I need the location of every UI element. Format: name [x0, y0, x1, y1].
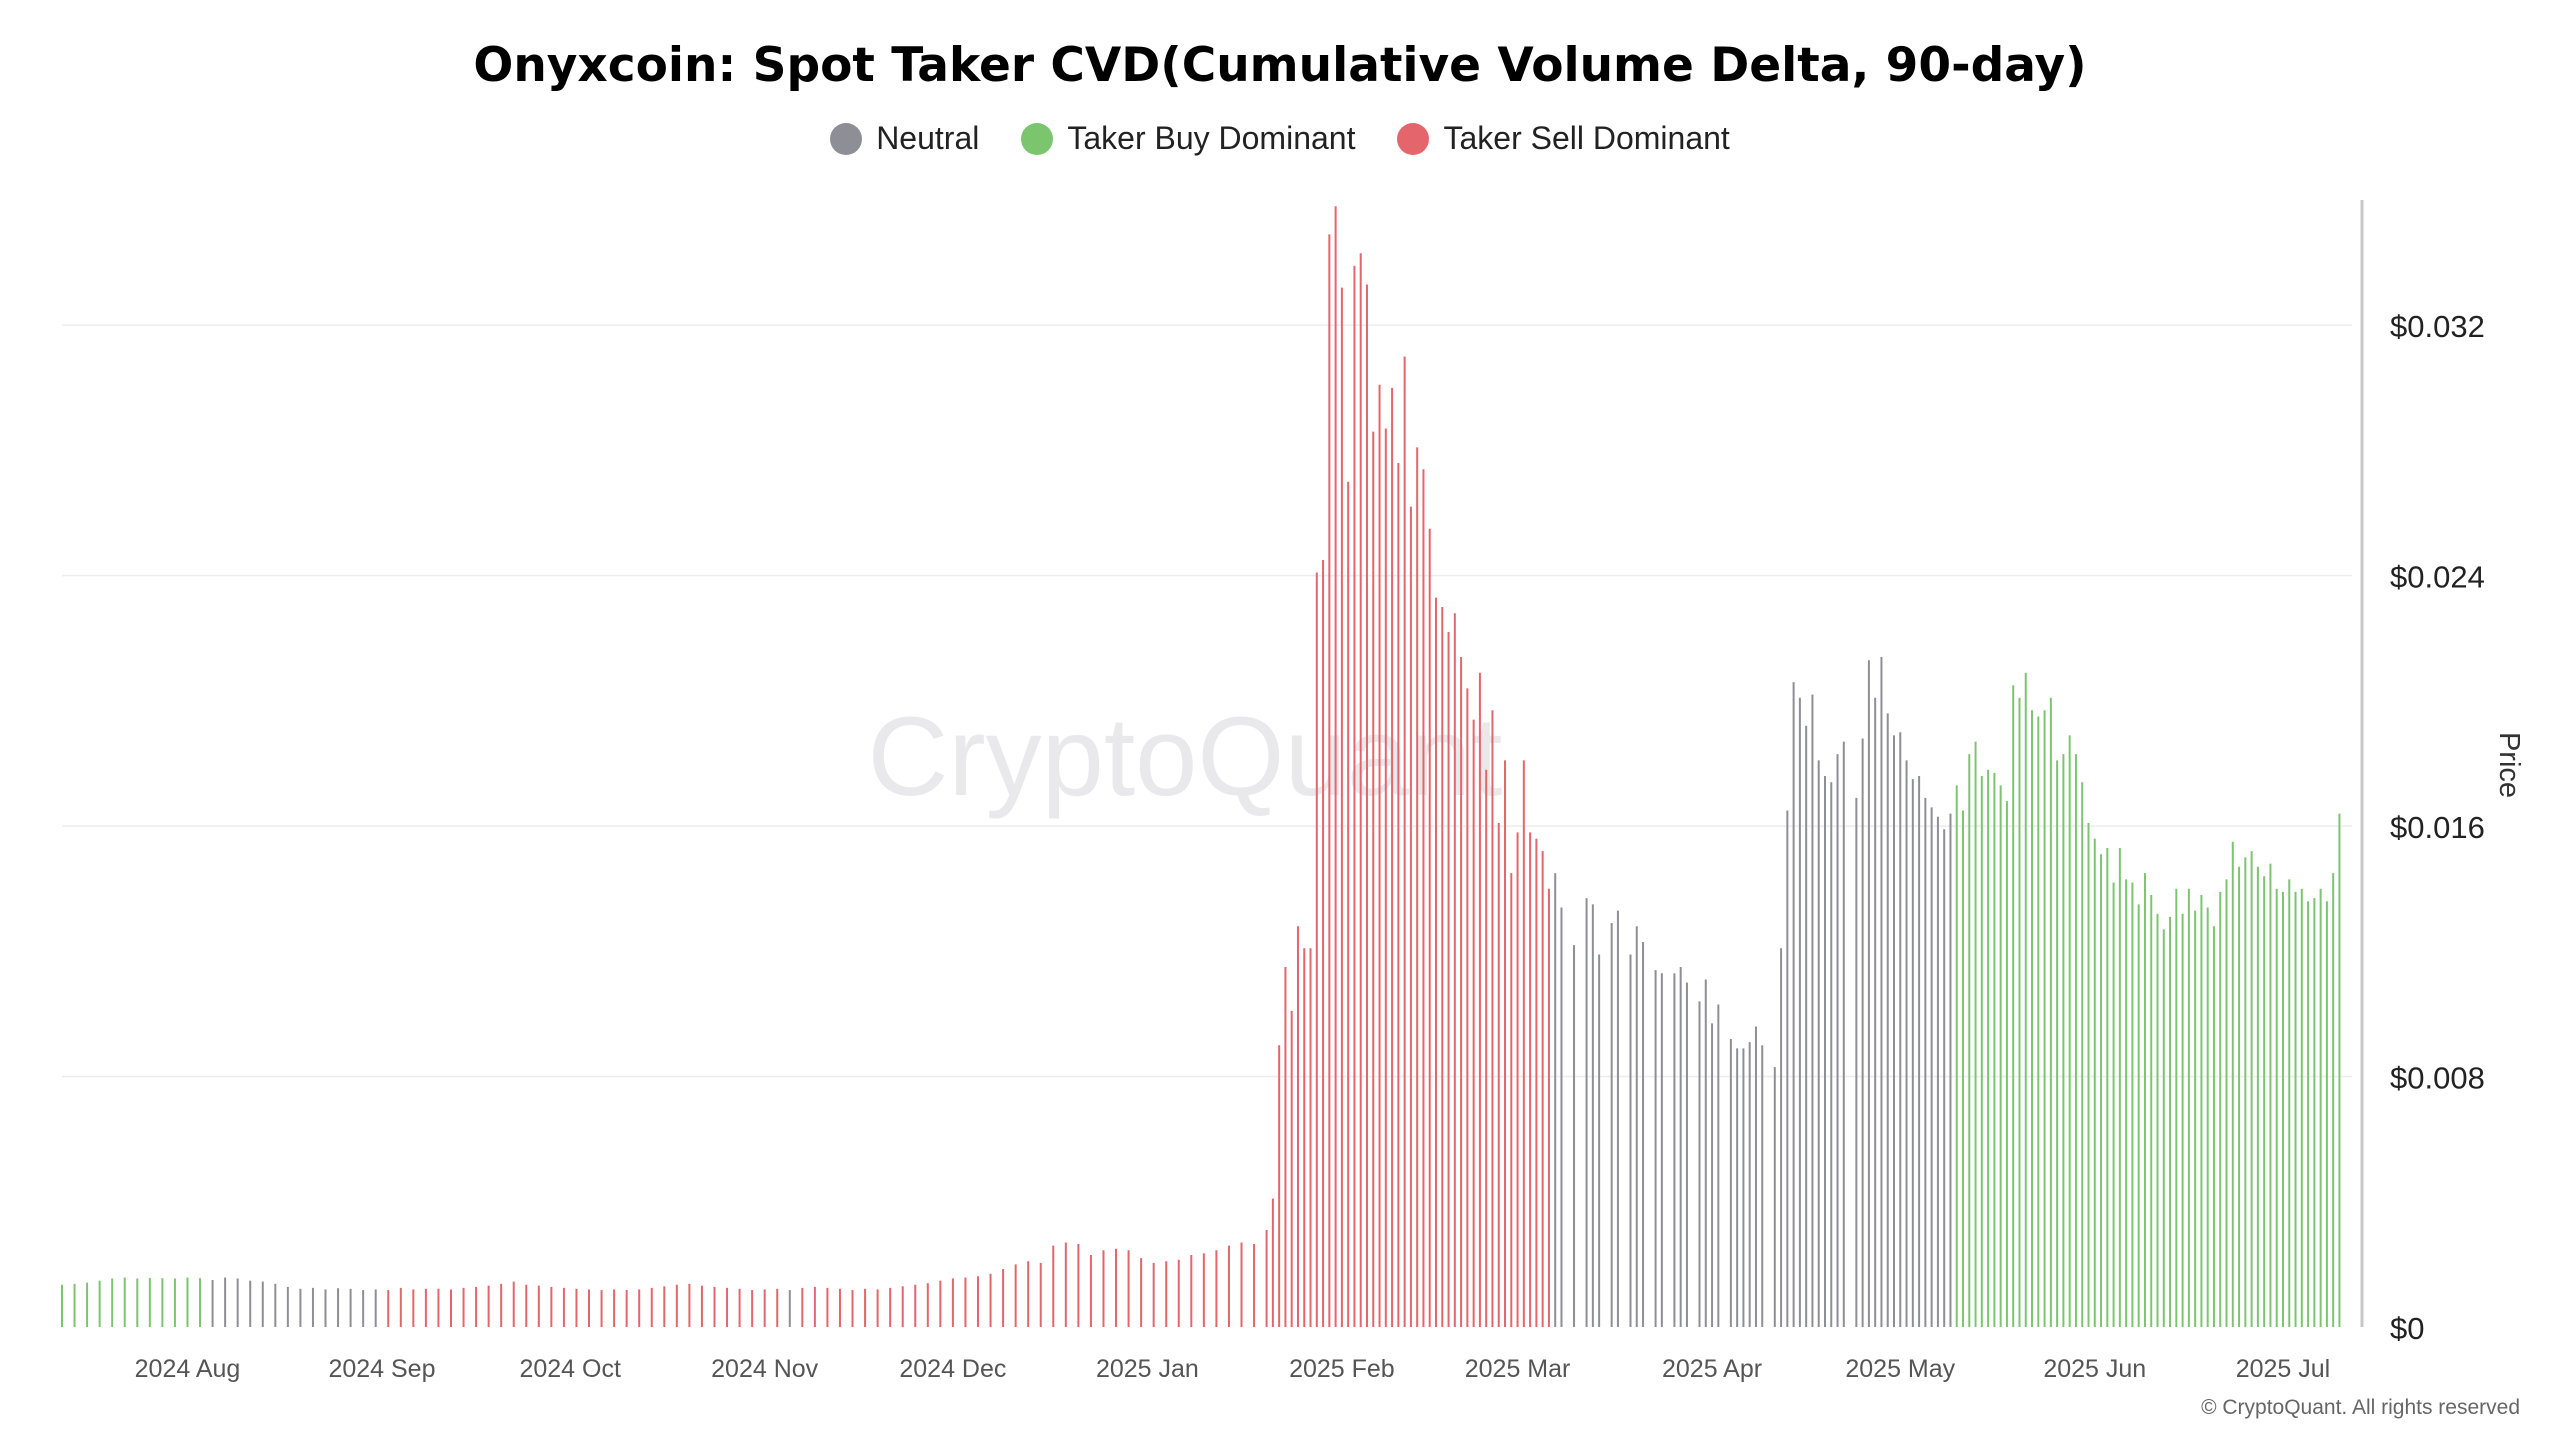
legend-dot-neutral — [830, 122, 863, 155]
legend-item-taker-sell[interactable]: Taker Sell Dominant — [1397, 120, 1730, 157]
legend-label-taker-buy: Taker Buy Dominant — [1067, 120, 1356, 156]
x-tick-label: 2025 May — [1845, 1355, 1955, 1383]
legend-dot-taker-buy — [1021, 122, 1054, 155]
watermark: CryptoQuant — [868, 694, 1503, 819]
y-tick-label: $0.008 — [2390, 1061, 2485, 1096]
x-tick-label: 2025 Jul — [2236, 1355, 2331, 1383]
chart-title: Onyxcoin: Spot Taker CVD(Cumulative Volu… — [473, 38, 2087, 93]
y-tick-label: $0 — [2390, 1311, 2424, 1346]
x-tick-label: 2025 Jan — [1096, 1355, 1199, 1383]
legend-item-taker-buy[interactable]: Taker Buy Dominant — [1021, 120, 1355, 157]
x-tick-label: 2025 Feb — [1289, 1355, 1395, 1383]
x-tick-label: 2024 Dec — [899, 1355, 1006, 1383]
y-tick-label: $0.032 — [2390, 309, 2485, 344]
legend-dot-taker-sell — [1397, 122, 1430, 155]
legend: Neutral Taker Buy Dominant Taker Sell Do… — [0, 120, 2560, 157]
x-tick-label: 2024 Aug — [135, 1355, 241, 1383]
y-axis-title: Price — [2493, 732, 2525, 798]
legend-label-neutral: Neutral — [876, 120, 980, 156]
x-tick-label: 2025 Mar — [1465, 1355, 1571, 1383]
legend-item-neutral[interactable]: Neutral — [830, 120, 979, 157]
x-tick-label: 2024 Sep — [328, 1355, 435, 1383]
y-tick-label: $0.016 — [2390, 810, 2485, 845]
x-tick-label: 2025 Jun — [2043, 1355, 2146, 1383]
x-tick-label: 2024 Nov — [711, 1355, 819, 1383]
y-tick-label: $0.024 — [2390, 560, 2485, 595]
copyright-notice: © CryptoQuant. All rights reserved — [2201, 1396, 2520, 1419]
x-tick-label: 2024 Oct — [519, 1355, 621, 1383]
legend-label-taker-sell: Taker Sell Dominant — [1443, 120, 1730, 156]
x-tick-label: 2025 Apr — [1662, 1355, 1762, 1383]
